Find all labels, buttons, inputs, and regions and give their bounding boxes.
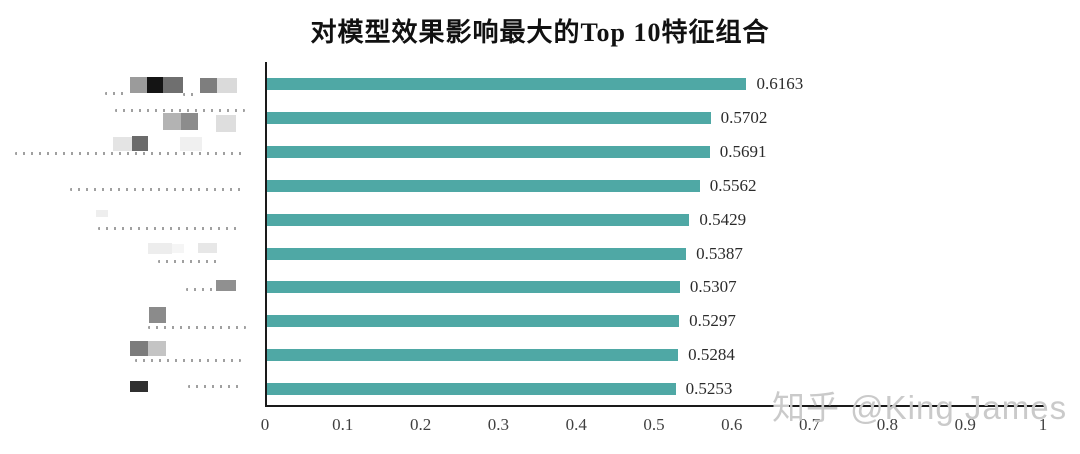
x-axis-tick-label: 0.9 [954, 415, 976, 434]
redaction-text-trace [135, 359, 241, 362]
bar-value-label: 0.5297 [689, 311, 736, 331]
redaction-text-trace [105, 92, 127, 95]
redaction-text-trace [15, 152, 247, 155]
redaction-mosaic-block [130, 341, 148, 356]
redaction-mosaic-block [198, 243, 217, 253]
redaction-mosaic-block [172, 244, 184, 253]
bar-value-label: 0.5429 [699, 209, 747, 229]
bar [267, 281, 680, 294]
plot-area: 0.6163 0.5702 0.5691 0.5562 0.5429 0.5387 0.53… [265, 62, 1045, 407]
x-axis-tick-label: 0.2 [409, 415, 432, 434]
redaction-mosaic-block [147, 77, 163, 93]
redaction-mosaic-block [216, 115, 236, 132]
x-axis-tick-label: 0.1 [332, 415, 354, 434]
bar [267, 383, 676, 396]
bar-value-label: 0.5284 [688, 345, 735, 365]
redaction-text-trace [148, 326, 246, 329]
redaction-mosaic-block [96, 210, 108, 217]
redaction-text-trace [188, 385, 244, 388]
bar-row: 0.5562 [267, 176, 1045, 195]
bar-row: 0.5284 [267, 345, 1045, 364]
redaction-mosaic-block [181, 113, 198, 130]
redaction-text-trace [70, 188, 242, 191]
redaction-mosaic-block [200, 78, 217, 93]
bar [267, 349, 679, 362]
redaction-text-trace [183, 93, 197, 96]
bar [267, 213, 690, 226]
bar-row: 0.6163 [267, 74, 1045, 93]
redaction-text-trace [186, 288, 214, 291]
bar [267, 78, 747, 90]
redaction-text-trace [158, 260, 220, 263]
x-axis-tick-label: 0.6 [721, 415, 743, 434]
redaction-text-trace [98, 227, 240, 230]
x-axis-tick-label: 1 [1038, 415, 1048, 434]
redaction-mosaic-block [148, 341, 166, 356]
redaction-mosaic-block [163, 113, 181, 130]
bar [267, 111, 711, 124]
bar-value-label: 0.5702 [720, 107, 768, 127]
x-axis-tick-label: 0.7 [798, 415, 821, 434]
bar [267, 145, 710, 158]
redaction-mosaic-block [216, 280, 236, 291]
bar [267, 179, 700, 192]
bar-value-label: 0.5253 [685, 379, 733, 399]
y-axis-labels-redacted-area [0, 0, 265, 454]
chart-title: 对模型效果影响最大的Top 10特征组合 [310, 18, 770, 47]
redaction-text-trace [115, 109, 245, 112]
bar [267, 315, 680, 328]
bar-value-label: 0.5387 [696, 243, 743, 263]
redaction-mosaic-block [180, 137, 202, 151]
bar-row: 0.5429 [267, 210, 1045, 229]
bar-row: 0.5307 [267, 277, 1045, 296]
redaction-mosaic-block [163, 77, 183, 93]
redaction-mosaic-block [149, 307, 166, 323]
redaction-mosaic-block [130, 381, 148, 392]
x-axis-tick-labels: 0 0.1 0.2 0.3 0.4 0.5 0.6 0.7 0.8 0.9 1 [261, 415, 1055, 439]
bar-value-label: 0.5562 [709, 175, 757, 195]
bar-row: 0.5691 [267, 142, 1045, 161]
bar-row: 0.5253 [267, 379, 1045, 398]
bar-value-label: 0.5691 [719, 141, 767, 161]
redaction-mosaic-block [148, 243, 172, 254]
bar [267, 247, 687, 260]
bar-row: 0.5387 [267, 244, 1045, 263]
bar-row: 0.5297 [267, 311, 1045, 330]
redaction-mosaic-block [217, 78, 237, 93]
redaction-mosaic-block [113, 137, 132, 151]
bar-row: 0.5702 [267, 108, 1045, 127]
x-axis-tick-label: 0.5 [643, 415, 665, 434]
bar-value-label: 0.6163 [756, 74, 804, 93]
x-axis-tick-label: 0.3 [487, 415, 510, 434]
redaction-mosaic-block [132, 136, 148, 151]
redaction-mosaic-block [130, 77, 147, 93]
watermark: 知乎 @King James [772, 389, 1068, 426]
x-axis-tick-label: 0.8 [876, 415, 899, 434]
bar-value-label: 0.5307 [689, 277, 737, 297]
x-axis-tick-label: 0 [260, 415, 270, 434]
x-axis-tick-label: 0.4 [565, 415, 587, 434]
